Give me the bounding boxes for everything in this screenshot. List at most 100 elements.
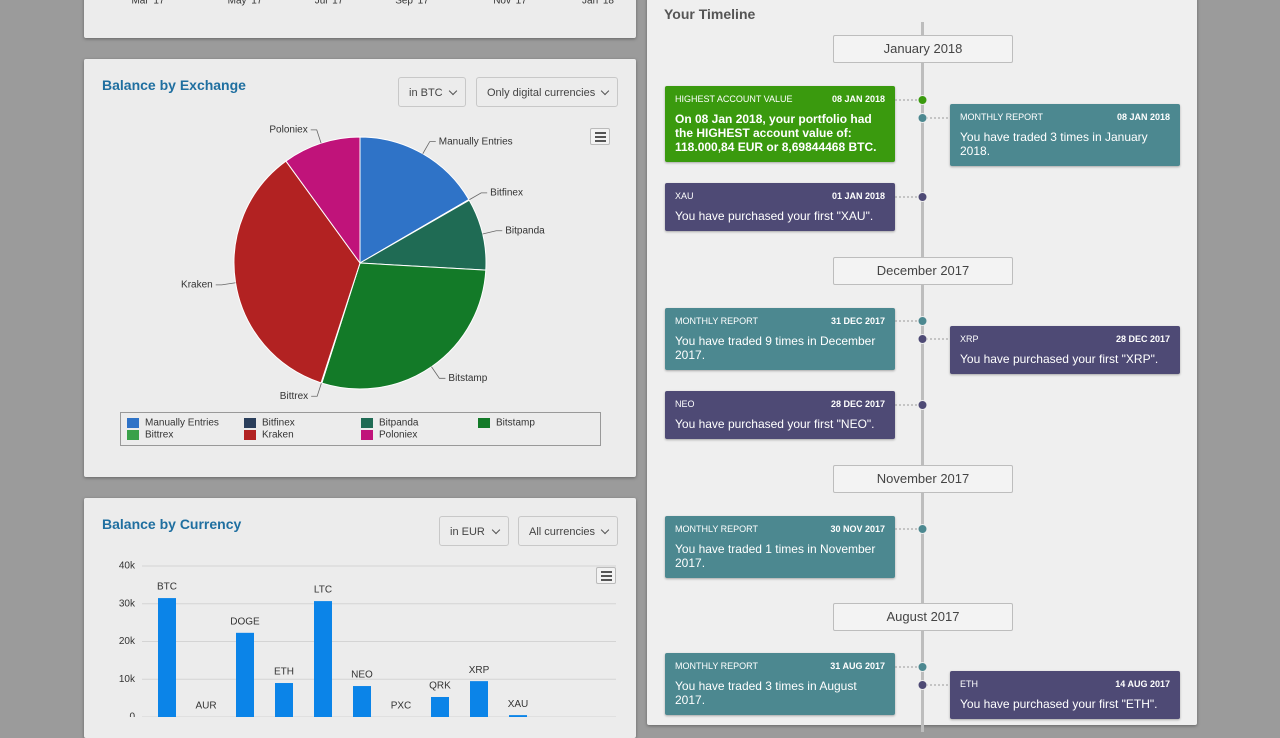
timeline-title: Your Timeline <box>664 6 756 22</box>
timeline-dot <box>917 680 928 690</box>
y-tick-label: 40k <box>119 561 136 572</box>
dropdown[interactable]: All currencies <box>518 516 618 546</box>
dropdown[interactable]: Only digital currencies <box>476 77 618 107</box>
event-date: 08 JAN 2018 <box>831 94 885 104</box>
event-type: NEO <box>675 399 695 409</box>
legend-swatch <box>478 418 490 428</box>
bar-label: NEO <box>351 670 373 681</box>
legend-swatch <box>244 430 256 440</box>
x-tick-label: Nov '17 <box>493 0 527 7</box>
chart-menu[interactable] <box>590 128 610 145</box>
event-type: XAU <box>675 191 694 201</box>
event-header: XRP 28 DEC 2017 <box>960 334 1170 344</box>
event-card: MONTHLY REPORT 31 AUG 2017 You have traded… <box>665 653 895 715</box>
event-header: MONTHLY REPORT 31 AUG 2017 <box>675 661 885 671</box>
event-date: 01 JAN 2018 <box>831 191 885 201</box>
event-card: ETH 14 AUG 2017 You have purchased your fi… <box>950 671 1180 719</box>
top-panel <box>84 0 636 38</box>
x-tick-label: Sep '17 <box>395 0 429 7</box>
bar-label: LTC <box>314 585 332 596</box>
chart-menu[interactable] <box>596 567 616 584</box>
event-date: 14 AUG 2017 <box>1115 679 1170 689</box>
slice-label: Kraken <box>181 280 213 291</box>
x-tick-label: May '17 <box>228 0 263 7</box>
panel-title: Balance by Exchange <box>102 77 246 93</box>
charts: Mar '17 May '17 Jul '17 Sep '17 Nov '17 Jan '… <box>119 0 950 717</box>
bar <box>431 696 449 717</box>
event-text: You have traded 9 times in December 2017… <box>675 334 876 362</box>
pie-slice <box>233 160 361 384</box>
event-text: You have purchased your first "XAU". <box>675 209 874 223</box>
bar <box>353 686 371 717</box>
y-tick-label: 0 <box>129 712 135 717</box>
bar-label: XAU <box>508 699 529 710</box>
event-card: MONTHLY REPORT 30 NOV 2017 You have traded… <box>665 516 895 578</box>
event-type: MONTHLY REPORT <box>675 524 759 534</box>
bar-label: BTC <box>157 582 177 593</box>
legend-swatch <box>361 418 373 428</box>
month-header: December 2017 <box>833 257 1013 285</box>
slice-label: Bitstamp <box>448 373 487 384</box>
event-date: 28 DEC 2017 <box>1115 334 1170 344</box>
page: Balance by Exchange in BTC Only digital … <box>0 0 1280 717</box>
event-type: ETH <box>960 679 978 689</box>
event-card: HIGHEST ACCOUNT VALUE 08 JAN 2018 On 08 Ja… <box>665 86 895 162</box>
bar-label: PXC <box>391 701 412 712</box>
bar <box>509 715 527 717</box>
bar-label: XRP <box>469 665 490 676</box>
legend-label: Manually Entries <box>145 418 219 429</box>
pie-slice <box>285 136 361 265</box>
event-card: XRP 28 DEC 2017 You have purchased your fi… <box>950 326 1180 374</box>
event-text: You have traded 3 times in August 2017. <box>675 679 857 707</box>
y-tick-label: 10k <box>119 674 136 685</box>
slice-label: Bitpanda <box>505 225 545 236</box>
leader-line <box>431 366 446 379</box>
event-text: On 08 Jan 2018, your portfolio had the H… <box>675 112 877 154</box>
legend-swatch <box>127 418 139 428</box>
event-header: MONTHLY REPORT 08 JAN 2018 <box>960 112 1170 122</box>
event-text: You have purchased your first "ETH". <box>960 697 1158 711</box>
bar-label: DOGE <box>230 616 260 627</box>
y-tick-label: 30k <box>119 598 136 609</box>
event-card: MONTHLY REPORT 08 JAN 2018 You have traded… <box>950 104 1180 166</box>
legend-label: Bitstamp <box>496 418 535 429</box>
bar-label: QRK <box>429 681 451 692</box>
event-card: XAU 01 JAN 2018 You have purchased your fi… <box>665 183 895 231</box>
event-header: HIGHEST ACCOUNT VALUE 08 JAN 2018 <box>675 94 885 104</box>
event-date: 30 NOV 2017 <box>830 524 885 534</box>
legend-swatch <box>127 430 139 440</box>
month-header: January 2018 <box>833 35 1013 63</box>
y-tick-label: 20k <box>119 636 136 647</box>
event-type: MONTHLY REPORT <box>960 112 1044 122</box>
pie-slice <box>321 262 487 390</box>
bar-label: ETH <box>274 667 294 678</box>
timeline-dot <box>917 113 928 123</box>
legend-label: Kraken <box>262 430 294 441</box>
dropdown[interactable]: in EUR <box>439 516 509 546</box>
event-date: 31 AUG 2017 <box>830 661 885 671</box>
dropdown[interactable]: in BTC <box>398 77 466 107</box>
event-text: You have traded 1 times in November 2017… <box>675 542 876 570</box>
timeline-dot <box>917 316 928 326</box>
timeline-dot <box>917 400 928 410</box>
legend-box <box>120 412 601 446</box>
timeline-dot <box>917 662 928 672</box>
bar-label: AUR <box>195 701 216 712</box>
leader-line <box>468 192 488 201</box>
event-header: MONTHLY REPORT 30 NOV 2017 <box>675 524 885 534</box>
event-type: MONTHLY REPORT <box>675 661 759 671</box>
event-text: You have purchased your first "NEO". <box>675 417 875 431</box>
slice-label: Bittrex <box>280 391 308 402</box>
timeline-dot <box>917 192 928 202</box>
panel-title: Balance by Currency <box>102 516 242 532</box>
event-header: NEO 28 DEC 2017 <box>675 399 885 409</box>
bar <box>275 683 293 717</box>
legend-swatch <box>361 430 373 440</box>
x-tick-label: Mar '17 <box>131 0 164 7</box>
timeline-dot <box>917 95 928 105</box>
bar <box>158 598 176 717</box>
bar <box>236 632 254 717</box>
leader-line <box>215 282 236 286</box>
slice-label: Poloniex <box>269 124 307 135</box>
event-date: 31 DEC 2017 <box>830 316 885 326</box>
